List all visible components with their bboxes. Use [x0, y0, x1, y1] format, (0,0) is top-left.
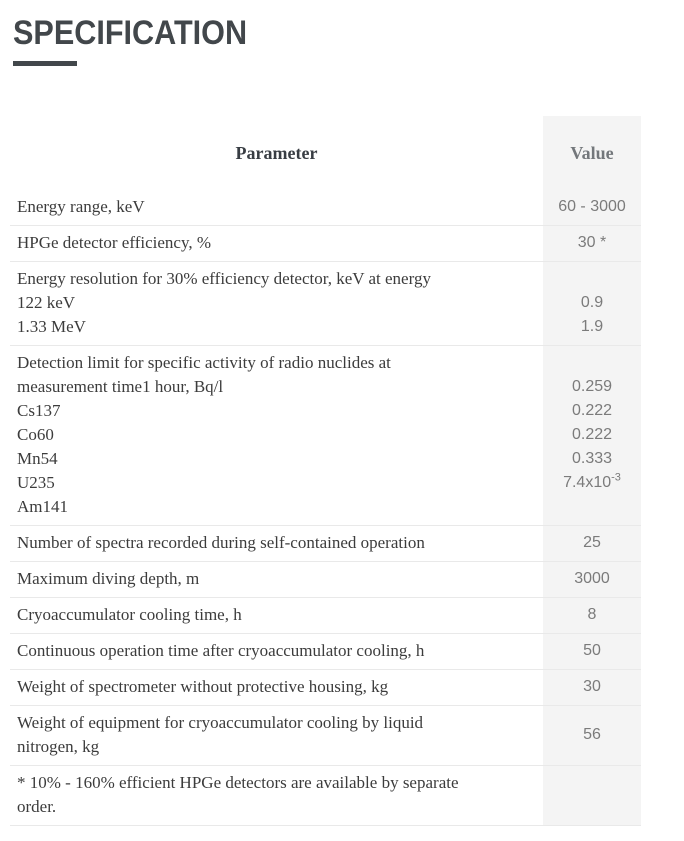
parameter-line: 122 keV	[17, 293, 76, 312]
parameter-cell: * 10% - 160% efficient HPGe detectors ar…	[10, 766, 543, 825]
parameter-line: Maximum diving depth, m	[17, 569, 200, 588]
parameter-cell: HPGe detector efficiency, %	[10, 226, 543, 261]
parameter-cell: Weight of equipment for cryoaccumulator …	[10, 706, 543, 765]
parameter-cell: Detection limit for specific activity of…	[10, 346, 543, 525]
parameter-line: HPGe detector efficiency, %	[17, 233, 211, 252]
value-line: 7.4x10-3	[563, 471, 621, 491]
parameter-line: Energy range, keV	[17, 197, 145, 216]
value-line: 0.333	[571, 450, 613, 467]
parameter-cell: Energy resolution for 30% efficiency det…	[10, 262, 543, 345]
value-cell: 30 *	[543, 226, 641, 261]
parameter-cell: Energy range, keV	[10, 190, 543, 225]
parameter-line: Continuous operation time after cryoaccu…	[17, 641, 425, 660]
title-underline	[13, 61, 77, 66]
parameter-line: Mn54	[17, 449, 58, 468]
table-row: Number of spectra recorded during self-c…	[10, 526, 641, 562]
table-row: Energy resolution for 30% efficiency det…	[10, 262, 641, 346]
table-row: Maximum diving depth, m 3000	[10, 562, 641, 598]
value-line: 30	[583, 678, 601, 695]
parameter-cell: Cryoaccumulator cooling time, h	[10, 598, 543, 633]
value-line: 60 - 3000	[558, 198, 626, 215]
parameter-line: Cs137	[17, 401, 61, 420]
parameter-line: Am141	[17, 497, 68, 516]
parameter-line: Weight of equipment for cryoaccumulator …	[17, 713, 424, 732]
parameter-cell: Weight of spectrometer without protectiv…	[10, 670, 543, 705]
value-line: 1.9	[580, 318, 604, 335]
value-cell: 50	[543, 634, 641, 669]
parameter-line: Weight of spectrometer without protectiv…	[17, 677, 389, 696]
value-cell: 56	[543, 706, 641, 765]
value-cell: 0.9 1.9	[543, 262, 641, 345]
table-header-row: Parameter Value	[10, 116, 641, 190]
parameter-cell: Number of spectra recorded during self-c…	[10, 526, 543, 561]
value-line: 50	[583, 642, 601, 659]
value-line: 0.222	[571, 426, 613, 443]
parameter-cell: Maximum diving depth, m	[10, 562, 543, 597]
table-row: Weight of spectrometer without protectiv…	[10, 670, 641, 706]
value-column-header: Value	[543, 116, 641, 190]
parameter-line: Co60	[17, 425, 54, 444]
table-row: HPGe detector efficiency, % 30 *	[10, 226, 641, 262]
value-line: 0.259	[571, 378, 613, 395]
page-title: SPECIFICATION	[13, 14, 248, 52]
table-row: Weight of equipment for cryoaccumulator …	[10, 706, 641, 766]
parameter-column-header: Parameter	[235, 143, 318, 163]
value-cell: 30	[543, 670, 641, 705]
value-line: 25	[583, 534, 601, 551]
value-cell: 3000	[543, 562, 641, 597]
value-line: 0.9	[580, 294, 604, 311]
parameter-line: order.	[17, 797, 57, 816]
specification-table: Parameter Value Energy range, keV 60 - 3…	[10, 116, 641, 826]
table-row: Continuous operation time after cryoaccu…	[10, 634, 641, 670]
parameter-line: measurement time1 hour, Bq/l	[17, 377, 224, 396]
parameter-line: U235	[17, 473, 55, 492]
table-row: Cryoaccumulator cooling time, h 8	[10, 598, 641, 634]
value-line: 8	[587, 606, 597, 623]
table-row: Energy range, keV 60 - 3000	[10, 190, 641, 226]
parameter-line: Cryoaccumulator cooling time, h	[17, 605, 242, 624]
parameter-line: nitrogen, kg	[17, 737, 100, 756]
value-line: 0.222	[571, 402, 613, 419]
parameter-line: Energy resolution for 30% efficiency det…	[17, 269, 431, 288]
value-cell: 60 - 3000	[543, 190, 641, 225]
page: SPECIFICATION Parameter Value Energy ran…	[0, 13, 684, 826]
value-cell: 25	[543, 526, 641, 561]
parameter-cell: Continuous operation time after cryoaccu…	[10, 634, 543, 669]
table-row: * 10% - 160% efficient HPGe detectors ar…	[10, 766, 641, 826]
parameter-line: 1.33 MeV	[17, 317, 86, 336]
value-line: 56	[583, 726, 601, 743]
parameter-line: * 10% - 160% efficient HPGe detectors ar…	[17, 773, 459, 792]
parameter-line: Number of spectra recorded during self-c…	[17, 533, 425, 552]
table-row: Detection limit for specific activity of…	[10, 346, 641, 526]
value-line: 3000	[574, 570, 610, 587]
parameter-line: Detection limit for specific activity of…	[17, 353, 391, 372]
value-cell: 8	[543, 598, 641, 633]
value-cell	[543, 766, 641, 825]
table-body: Energy range, keV 60 - 3000 HPGe detecto…	[10, 190, 641, 826]
value-line: 30 *	[577, 234, 607, 251]
value-cell: 0.259 0.222 0.222 0.333 7.4x10-3	[543, 346, 641, 525]
